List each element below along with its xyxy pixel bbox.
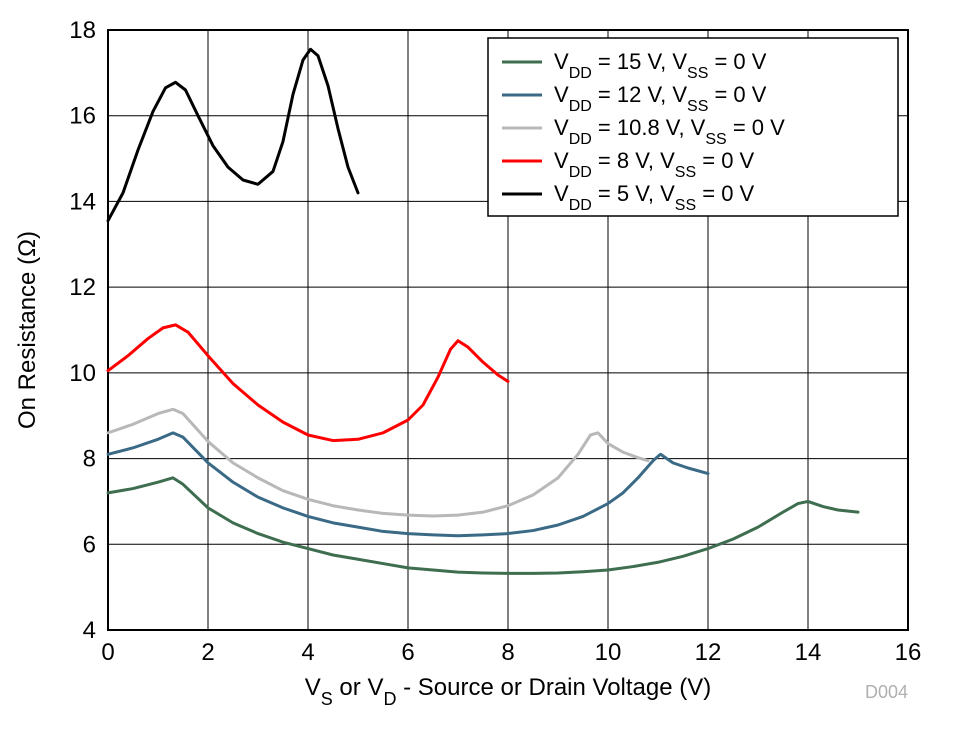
y-tick-label: 12	[69, 274, 96, 301]
y-axis-label: On Resistance (Ω)	[14, 231, 41, 429]
footer-label: D004	[865, 682, 908, 702]
y-tick-label: 4	[83, 617, 96, 644]
x-tick-label: 8	[501, 639, 514, 666]
y-tick-label: 6	[83, 531, 96, 558]
x-tick-label: 0	[101, 639, 114, 666]
x-tick-label: 6	[401, 639, 414, 666]
chart-container: 02468101214164681012141618VDD = 15 V, VS…	[0, 0, 969, 734]
x-tick-label: 4	[301, 639, 314, 666]
chart-svg: 02468101214164681012141618VDD = 15 V, VS…	[0, 0, 969, 734]
x-tick-label: 2	[201, 639, 214, 666]
x-tick-label: 14	[795, 639, 822, 666]
y-tick-label: 16	[69, 103, 96, 130]
y-tick-label: 8	[83, 446, 96, 473]
x-tick-label: 12	[695, 639, 722, 666]
y-tick-label: 18	[69, 17, 96, 44]
y-tick-label: 14	[69, 188, 96, 215]
x-tick-label: 10	[595, 639, 622, 666]
y-tick-label: 10	[69, 360, 96, 387]
x-tick-label: 16	[895, 639, 922, 666]
